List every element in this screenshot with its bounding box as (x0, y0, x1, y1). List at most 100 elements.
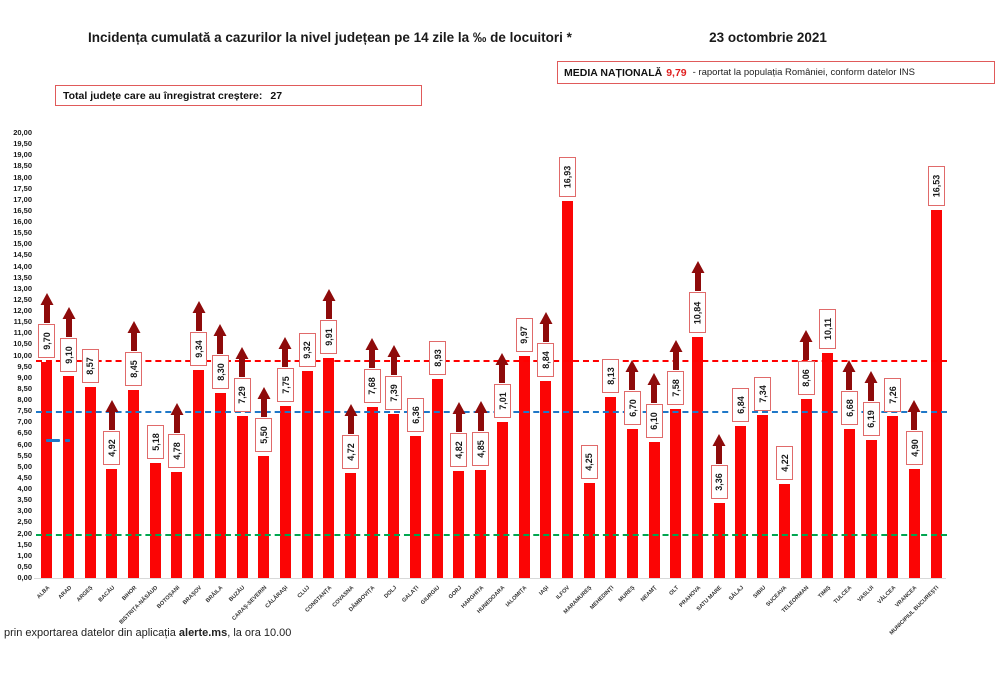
bar (388, 413, 400, 578)
bar (605, 397, 617, 578)
bar-value-text: 3,36 (714, 473, 725, 491)
y-tick-label: 18,00 (13, 172, 32, 182)
bar-value-label: 9,97 (515, 318, 533, 353)
export-note-prefix: prin exportarea datelor din aplicația (4, 627, 179, 639)
y-tick-label: 14,50 (13, 250, 32, 260)
bar-value-text: 4,78 (171, 441, 182, 460)
rise-arrow-icon (625, 359, 639, 395)
bar-value-text: 7,68 (367, 377, 378, 395)
y-tick-label: 6,00 (17, 439, 32, 449)
y-tick-label: 1,50 (17, 539, 32, 549)
rise-arrow-icon (647, 373, 661, 408)
y-tick-label: 12,00 (13, 306, 32, 315)
bar-value-label: 8,45 (125, 351, 143, 386)
bar-value-text: 6,19 (866, 410, 877, 429)
bar (887, 416, 899, 578)
bar-value-text: 6,68 (844, 399, 855, 418)
rising-counties-box: Total județe care au înregistrat creșter… (55, 85, 422, 106)
bar (345, 472, 356, 578)
bar-value-label: 7,75 (276, 367, 294, 402)
bar (648, 442, 660, 578)
bar (258, 455, 270, 578)
rise-arrow-icon (257, 386, 271, 422)
bar (236, 415, 248, 578)
bar-value-label: 9,32 (298, 332, 316, 367)
y-tick-label: 6,50 (17, 428, 32, 438)
bar-value-label: 4,82 (450, 432, 468, 467)
bar-value-label: 8,13 (602, 359, 620, 394)
bar-value-label: 8,84 (537, 343, 555, 378)
bar-value-label: 6,70 (623, 390, 641, 425)
y-tick-label: 4,00 (17, 484, 32, 493)
bar-value-label: 16,93 (558, 156, 576, 198)
bar (106, 468, 118, 578)
x-axis-line (34, 578, 946, 579)
bar (626, 428, 638, 578)
bar-value-label: 8,06 (797, 360, 815, 395)
bar-value-label: 4,90 (905, 430, 923, 465)
y-tick-label: 5,00 (17, 461, 32, 471)
y-tick-label: 15,00 (13, 239, 32, 249)
bar-value-label: 7,58 (667, 371, 685, 406)
y-tick-label: 3,50 (17, 495, 32, 505)
rise-arrow-icon (907, 399, 921, 435)
y-tick-label: 9,00 (17, 372, 32, 382)
rise-arrow-icon (213, 324, 227, 359)
y-tick-label: 13,00 (13, 283, 32, 293)
bar-value-text: 9,91 (323, 327, 334, 346)
rise-arrow-icon (669, 340, 683, 375)
rise-arrow-icon (278, 336, 292, 372)
bar (63, 375, 75, 578)
bar-value-label: 7,29 (233, 377, 251, 412)
y-tick-label: 1,00 (17, 550, 32, 560)
bar (908, 468, 920, 578)
bar-value-text: 4,90 (909, 439, 920, 457)
rise-arrow-icon (192, 301, 206, 336)
export-note: prin exportarea datelor din aplicația al… (4, 627, 291, 639)
ref-line-prag-albastru (36, 411, 947, 414)
bar-value-text: 9,32 (302, 340, 313, 359)
bar (366, 407, 378, 578)
bar (561, 201, 573, 578)
export-note-app: alerte.ms (178, 627, 228, 639)
rise-arrow-icon (864, 371, 878, 406)
rise-arrow-icon (40, 293, 54, 328)
bar-value-text: 10,84 (692, 301, 703, 324)
bar-value-label: 10,84 (689, 292, 707, 333)
bar (713, 503, 725, 578)
bar-value-text: 6,70 (627, 399, 638, 417)
bar-value-text: 4,25 (584, 453, 595, 472)
national-average-box: MEDIA NAȚIONALĂ 9,79 - raportat la popul… (557, 61, 995, 84)
stray-blue-dash (46, 439, 60, 442)
y-tick-label: 20,00 (13, 128, 32, 137)
rise-arrow-icon (712, 434, 726, 469)
bar-value-label: 5,50 (255, 417, 273, 452)
bar-value-label: 4,25 (580, 445, 598, 480)
bar-value-label: 7,26 (884, 378, 902, 413)
bar-value-text: 4,82 (453, 440, 464, 459)
rise-arrow-icon (344, 403, 358, 439)
bar-value-text: 8,30 (215, 363, 226, 382)
bar-value-text: 6,84 (735, 396, 746, 414)
rise-arrow-icon (62, 306, 76, 342)
y-tick-label: 16,50 (13, 205, 32, 215)
y-tick-label: 13,50 (13, 272, 32, 282)
bar-value-text: 9,97 (519, 326, 530, 344)
y-tick-label: 19,50 (13, 139, 32, 149)
y-tick-label: 15,50 (13, 228, 32, 238)
y-tick-label: 7,50 (17, 406, 32, 416)
bar-value-text: 10,11 (822, 317, 833, 340)
bar-value-label: 5,18 (146, 424, 164, 459)
bar (518, 356, 530, 578)
bar (778, 484, 790, 578)
y-tick-label: 8,50 (17, 383, 32, 393)
rise-arrow-icon (170, 402, 184, 438)
bar (735, 425, 747, 578)
bar-value-text: 5,50 (258, 425, 269, 444)
bar-value-text: 7,01 (497, 392, 508, 410)
national-average-label: MEDIA NAȚIONALĂ (564, 66, 663, 79)
y-tick-label: 18,50 (13, 161, 32, 171)
bar (475, 470, 487, 578)
y-tick-label: 10,50 (13, 339, 32, 349)
